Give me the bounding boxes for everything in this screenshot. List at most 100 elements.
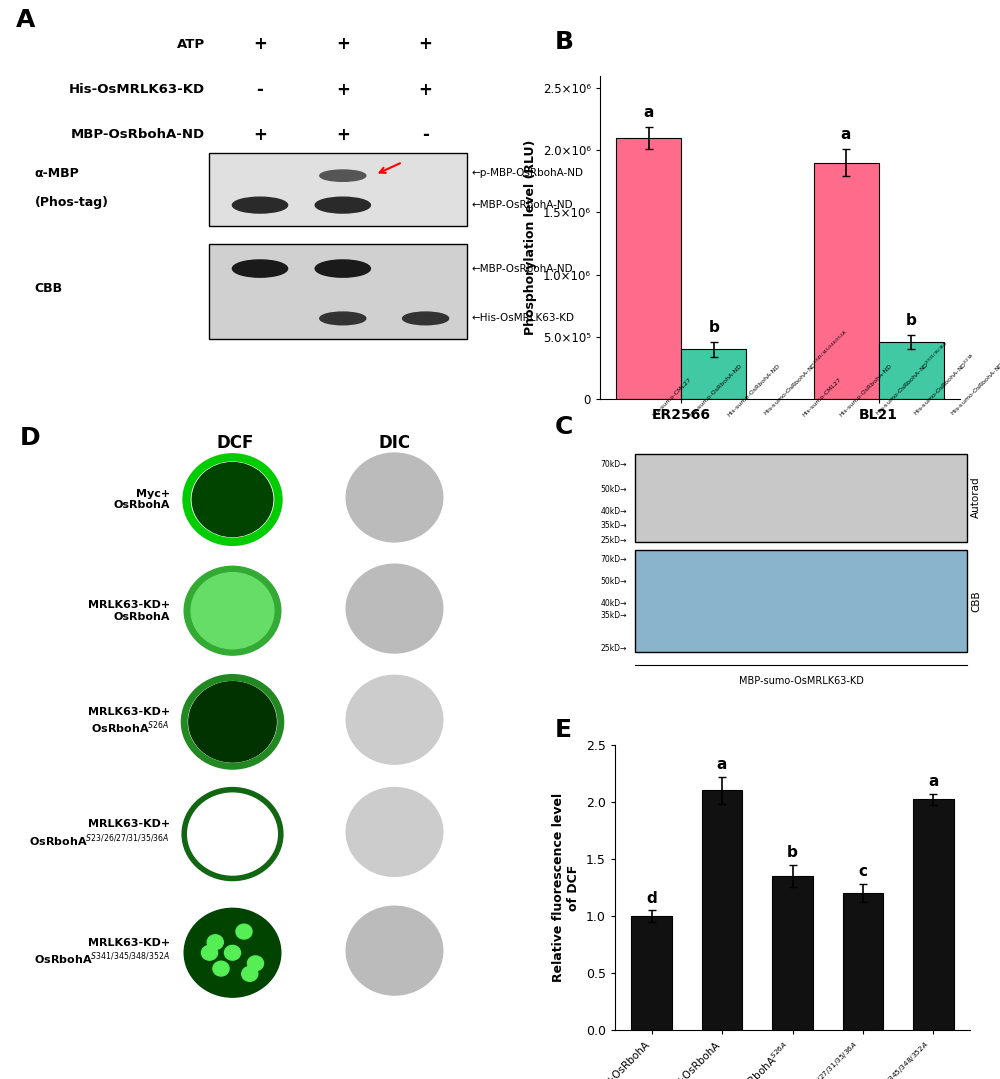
Text: D: D [20,426,41,450]
Circle shape [189,682,276,762]
Circle shape [213,961,229,976]
Bar [635,453,967,542]
Text: His-sumo-OsRbohA-ND$^{S341/345/348/352A}$: His-sumo-OsRbohA-ND$^{S341/345/348/352A}… [761,329,850,418]
Text: C: C [555,415,573,439]
Circle shape [242,967,258,981]
Text: 50kD→: 50kD→ [600,484,627,494]
Text: -: - [257,81,263,98]
Text: b: b [787,845,798,860]
Text: b: b [906,313,917,328]
Circle shape [346,906,443,995]
Text: (Phos-tag): (Phos-tag) [35,196,109,209]
Text: CBB: CBB [35,283,63,296]
Text: 40kD→: 40kD→ [600,599,627,609]
Bar [209,244,467,339]
Text: +: + [336,81,350,98]
Text: 25kD→: 25kD→ [601,536,627,545]
Circle shape [247,956,264,971]
Text: DIC: DIC [379,434,411,452]
Text: d: d [646,891,657,905]
Text: a: a [841,127,851,142]
Text: ATP: ATP [177,38,205,51]
Circle shape [236,925,252,939]
Ellipse shape [315,260,370,277]
Text: MRLK63-KD+
OsRbohA: MRLK63-KD+ OsRbohA [88,600,170,622]
Text: His-sumo-OsRbohA-ND$^{S26A}$: His-sumo-OsRbohA-ND$^{S26A}$ [948,352,1000,418]
Text: 70kD→: 70kD→ [600,460,627,469]
Text: +: + [419,36,433,53]
Ellipse shape [315,197,370,213]
Text: ←p-MBP-OsRbohA-ND: ←p-MBP-OsRbohA-ND [472,168,584,178]
Bar [635,550,967,652]
Text: CBB: CBB [971,590,981,612]
Circle shape [184,909,281,997]
Text: His-sumo-OsRbohA-ND$^{S331/35/36A}$: His-sumo-OsRbohA-ND$^{S331/35/36A}$ [873,340,952,418]
Text: 40kD→: 40kD→ [600,507,627,516]
Bar [814,163,879,399]
Text: a: a [644,105,654,120]
Text: ←MBP-OsRbohA-ND: ←MBP-OsRbohA-ND [472,200,573,210]
Circle shape [346,453,443,542]
Bar [702,790,742,1030]
Text: His-sumo-OsRbohA-ND: His-sumo-OsRbohA-ND [726,364,781,418]
Text: +: + [336,126,350,144]
Text: a: a [717,757,727,771]
Text: c: c [858,864,867,879]
Text: MRLK63-KD+
OsRbohA$^{S26A}$: MRLK63-KD+ OsRbohA$^{S26A}$ [88,707,170,737]
Bar [913,800,954,1030]
Ellipse shape [232,260,288,277]
Text: MRLK63-KD+
OsRbohA$^{S23/26/27/31/35/36A}$: MRLK63-KD+ OsRbohA$^{S23/26/27/31/35/36A… [29,819,170,849]
Ellipse shape [403,312,449,325]
Text: E: E [555,718,572,741]
Circle shape [346,564,443,653]
Text: a: a [928,774,939,789]
Text: +: + [253,126,267,144]
Text: 50kD→: 50kD→ [600,577,627,586]
Ellipse shape [320,170,366,181]
Y-axis label: Relative fluorescence level
of DCF: Relative fluorescence level of DCF [552,793,580,982]
Text: His-sumo-CML27: His-sumo-CML27 [801,377,842,418]
Text: 25kD→: 25kD→ [601,644,627,654]
Bar [616,138,681,399]
Circle shape [224,945,241,960]
Text: His-OsMRLK63-KD: His-OsMRLK63-KD [69,83,205,96]
Text: Autorad: Autorad [971,477,981,518]
Y-axis label: Phosphorylation level (RLU): Phosphorylation level (RLU) [524,139,537,336]
Text: 35kD→: 35kD→ [600,521,627,530]
Circle shape [346,675,443,764]
Bar [843,893,883,1030]
Text: B: B [555,30,574,54]
Bar [681,350,746,399]
Text: 70kD→: 70kD→ [600,555,627,564]
Bar [879,342,944,399]
Ellipse shape [232,197,288,213]
Bar [772,876,813,1030]
Text: Myc+
OsRbohA: Myc+ OsRbohA [114,489,170,510]
Text: His-sumo-OsRbohA-ND$^{S27A}$: His-sumo-OsRbohA-ND$^{S27A}$ [911,352,977,418]
Bar [209,153,467,226]
Text: MRLK63-KD+
OsRbohA$^{S341/345/348/352A}$: MRLK63-KD+ OsRbohA$^{S341/345/348/352A}$ [34,938,170,968]
Circle shape [346,788,443,876]
Text: +: + [253,36,267,53]
Ellipse shape [320,312,366,325]
Circle shape [201,945,218,960]
Text: 35kD→: 35kD→ [600,612,627,620]
Text: His-sumo-OsRbohA-ND: His-sumo-OsRbohA-ND [689,364,744,418]
Circle shape [192,463,273,536]
Circle shape [184,566,281,655]
Text: MBP-OsRbohA-ND: MBP-OsRbohA-ND [71,128,205,141]
Circle shape [207,934,223,950]
Text: +: + [419,81,433,98]
Text: α-MBP: α-MBP [35,167,79,180]
Text: His-sumo-CML27: His-sumo-CML27 [651,377,692,418]
Text: DCF: DCF [216,434,254,452]
Text: MBP-sumo-OsMRLK63-KD: MBP-sumo-OsMRLK63-KD [739,677,863,686]
Text: A: A [16,8,36,32]
Text: ←His-OsMRLK63-KD: ←His-OsMRLK63-KD [472,313,575,324]
Bar [631,916,672,1030]
Text: b: b [709,320,719,336]
Text: His-sumo-OsRbohA-ND: His-sumo-OsRbohA-ND [839,364,894,418]
Text: -: - [422,126,429,144]
Text: +: + [336,36,350,53]
Circle shape [191,573,274,648]
